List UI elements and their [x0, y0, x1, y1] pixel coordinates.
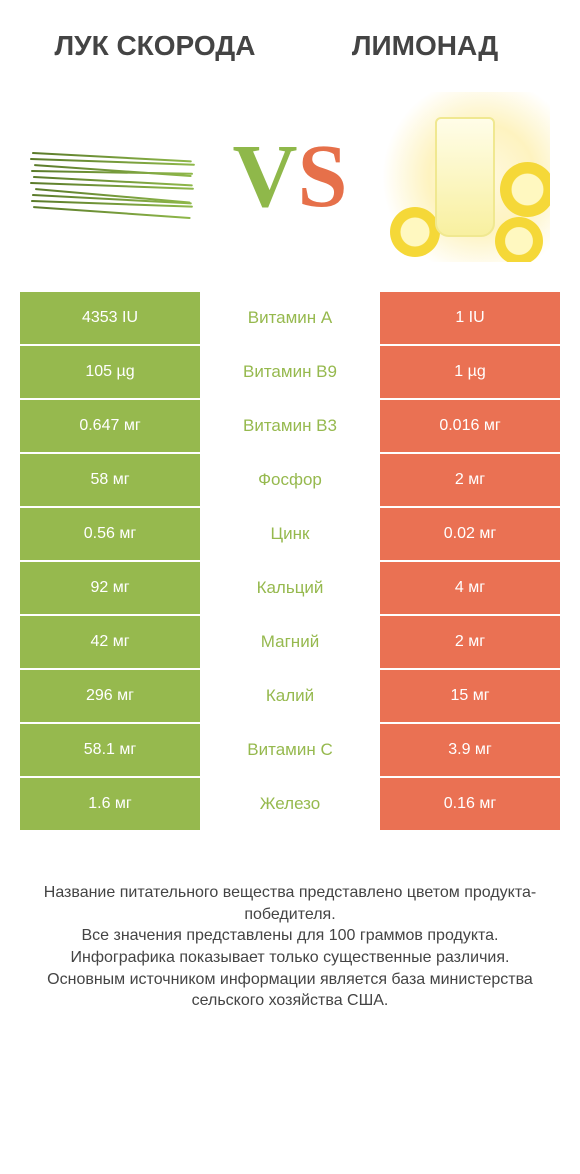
- table-row: 0.647 мгВитамин B30.016 мг: [20, 400, 560, 452]
- cell-left-value: 4353 IU: [20, 292, 200, 344]
- footer-notes: Название питательного вещества представл…: [0, 832, 580, 1042]
- hero-row: VS: [0, 72, 580, 292]
- vs-label: VS: [232, 132, 347, 222]
- cell-left-value: 0.56 мг: [20, 508, 200, 560]
- cell-right-value: 0.016 мг: [380, 400, 560, 452]
- table-row: 0.56 мгЦинк0.02 мг: [20, 508, 560, 560]
- cell-left-value: 105 µg: [20, 346, 200, 398]
- cell-left-value: 0.647 мг: [20, 400, 200, 452]
- cell-nutrient-label: Витамин B3: [200, 400, 380, 452]
- comparison-table: 4353 IUВитамин A1 IU105 µgВитамин B91 µg…: [0, 292, 580, 832]
- title-right: ЛИМОНАД: [304, 30, 547, 62]
- cell-left-value: 1.6 мг: [20, 778, 200, 830]
- vs-s: S: [297, 127, 347, 226]
- table-row: 105 µgВитамин B91 µg: [20, 346, 560, 398]
- footer-line-3: Инфографика показывает только существенн…: [30, 947, 550, 969]
- cell-nutrient-label: Цинк: [200, 508, 380, 560]
- cell-right-value: 4 мг: [380, 562, 560, 614]
- vs-v: V: [232, 127, 297, 226]
- cell-left-value: 58 мг: [20, 454, 200, 506]
- table-row: 92 мгКальций4 мг: [20, 562, 560, 614]
- cell-right-value: 3.9 мг: [380, 724, 560, 776]
- cell-right-value: 15 мг: [380, 670, 560, 722]
- cell-left-value: 296 мг: [20, 670, 200, 722]
- cell-nutrient-label: Витамин C: [200, 724, 380, 776]
- table-row: 1.6 мгЖелезо0.16 мг: [20, 778, 560, 830]
- cell-nutrient-label: Калий: [200, 670, 380, 722]
- cell-right-value: 0.16 мг: [380, 778, 560, 830]
- table-row: 58.1 мгВитамин C3.9 мг: [20, 724, 560, 776]
- cell-nutrient-label: Витамин A: [200, 292, 380, 344]
- cell-nutrient-label: Магний: [200, 616, 380, 668]
- cell-nutrient-label: Фосфор: [200, 454, 380, 506]
- chives-image: [30, 92, 200, 262]
- footer-line-1: Название питательного вещества представл…: [30, 882, 550, 925]
- table-row: 296 мгКалий15 мг: [20, 670, 560, 722]
- cell-right-value: 2 мг: [380, 454, 560, 506]
- footer-line-2: Все значения представлены для 100 граммо…: [30, 925, 550, 947]
- cell-nutrient-label: Витамин B9: [200, 346, 380, 398]
- cell-right-value: 1 IU: [380, 292, 560, 344]
- cell-left-value: 42 мг: [20, 616, 200, 668]
- cell-nutrient-label: Железо: [200, 778, 380, 830]
- cell-right-value: 2 мг: [380, 616, 560, 668]
- cell-left-value: 58.1 мг: [20, 724, 200, 776]
- footer-line-4: Основным источником информации является …: [30, 969, 550, 1012]
- lemonade-image: [380, 92, 550, 262]
- titles-row: ЛУК СКОРОДА ЛИМОНАД: [0, 0, 580, 72]
- cell-right-value: 0.02 мг: [380, 508, 560, 560]
- table-row: 42 мгМагний2 мг: [20, 616, 560, 668]
- title-left: ЛУК СКОРОДА: [34, 30, 277, 62]
- table-row: 58 мгФосфор2 мг: [20, 454, 560, 506]
- table-row: 4353 IUВитамин A1 IU: [20, 292, 560, 344]
- cell-left-value: 92 мг: [20, 562, 200, 614]
- cell-nutrient-label: Кальций: [200, 562, 380, 614]
- cell-right-value: 1 µg: [380, 346, 560, 398]
